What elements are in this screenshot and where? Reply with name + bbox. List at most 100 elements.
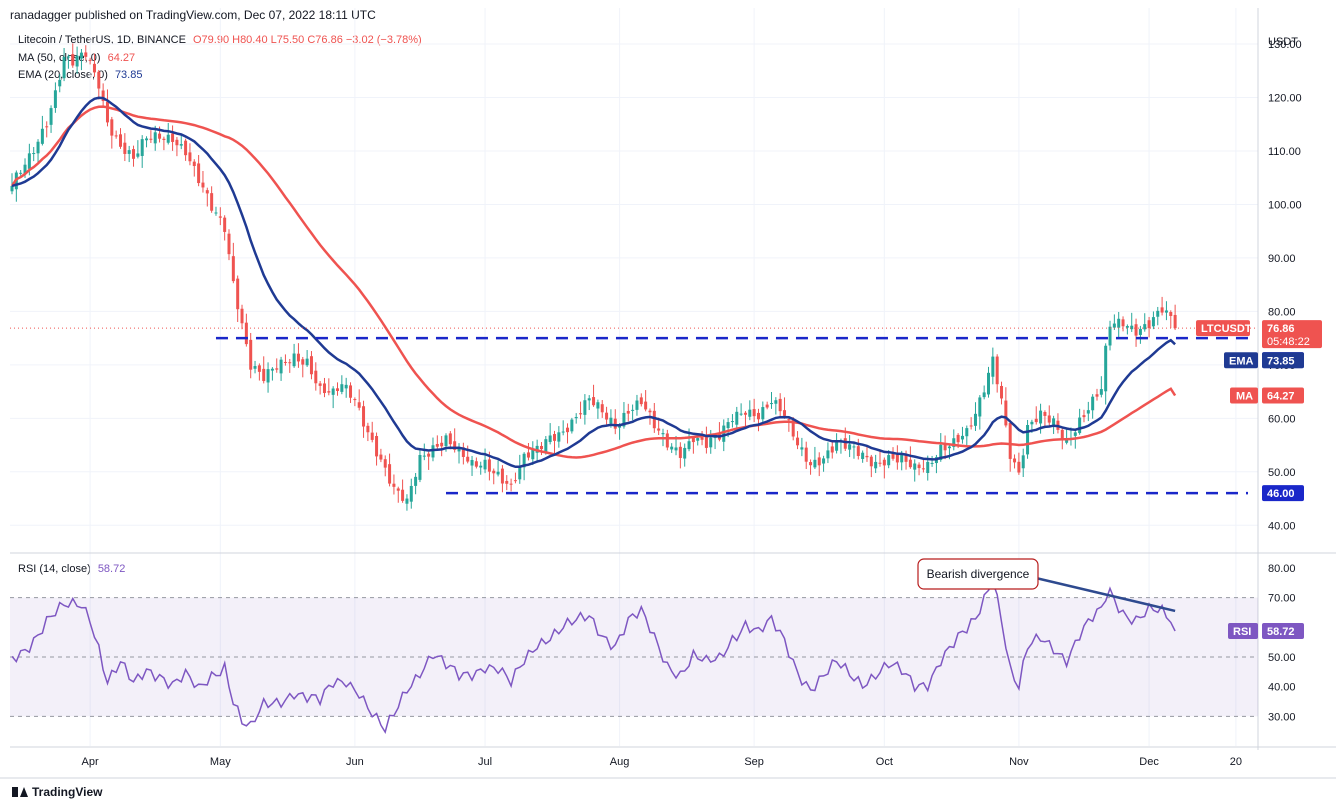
candle-body	[752, 409, 756, 417]
candle-body	[891, 453, 895, 459]
candle	[774, 397, 778, 415]
candle-body	[40, 128, 44, 144]
candle-body	[783, 410, 787, 416]
candle	[309, 351, 313, 380]
candle-body	[544, 439, 548, 452]
candle-body	[362, 406, 366, 427]
candle-body	[1147, 320, 1151, 329]
price-tick-label: 120.00	[1268, 93, 1302, 105]
candle-body	[1169, 312, 1173, 317]
candle-body	[1008, 423, 1012, 459]
candle	[965, 425, 969, 447]
candle-body	[145, 138, 149, 141]
legend-rsi-row[interactable]: RSI (14, close) 58.72	[18, 563, 125, 575]
legend-symbol[interactable]: Litecoin / TetherUS, 1D, BINANCE	[18, 34, 186, 46]
candle-body	[500, 468, 504, 484]
candle-body	[730, 421, 734, 423]
candle	[288, 358, 292, 373]
candle-body	[1108, 326, 1112, 346]
legend-ma-row[interactable]: MA (50, close, 0) 64.27	[18, 52, 135, 64]
candle-body	[223, 217, 227, 232]
axes: USDT 40.00 50.00 60.00 70.00 80.00 90.00 100.00…	[0, 8, 1336, 779]
level-tag-bg	[1262, 485, 1304, 502]
candle-body	[722, 425, 726, 442]
candle	[1043, 410, 1047, 426]
candle	[1160, 296, 1164, 316]
candle	[1104, 343, 1108, 405]
candle-body	[960, 435, 964, 440]
candle-body	[1104, 345, 1108, 392]
candle	[375, 432, 379, 466]
candle	[357, 389, 361, 411]
candle-body	[848, 444, 852, 450]
candle	[45, 121, 49, 138]
candle	[370, 421, 374, 443]
candle	[969, 417, 973, 430]
candle-body	[149, 138, 153, 140]
candle-body	[492, 470, 496, 474]
candle-body	[587, 398, 591, 401]
candle	[526, 443, 530, 461]
candle-body	[244, 322, 248, 345]
candle	[678, 442, 682, 469]
candle	[353, 397, 357, 407]
candle	[917, 462, 921, 476]
candle	[1134, 318, 1138, 347]
ma-value: 64.27	[1267, 390, 1295, 402]
candle-body	[904, 453, 908, 462]
candle-body	[66, 56, 70, 58]
candle-body	[526, 452, 530, 458]
candle	[952, 429, 956, 451]
candle	[492, 468, 496, 485]
candle-body	[375, 435, 379, 457]
candle-body	[153, 132, 157, 144]
candle	[114, 130, 118, 139]
candle-body	[435, 443, 439, 447]
candle	[657, 417, 661, 436]
candle-body	[1052, 418, 1056, 427]
candle-body	[826, 450, 830, 459]
candle-body	[132, 149, 136, 159]
time-tick-label: Dec	[1139, 756, 1159, 768]
candle	[704, 426, 708, 454]
candle	[184, 138, 188, 161]
price-chart[interactable]: USDT 40.00 50.00 60.00 70.00 80.00 90.00 100.00…	[0, 0, 1336, 780]
candle	[227, 229, 231, 261]
candle	[71, 43, 75, 68]
candles	[10, 43, 1177, 511]
tradingview-footer[interactable]: TradingView	[12, 785, 102, 799]
candle	[466, 445, 470, 464]
candle-body	[275, 368, 279, 370]
candle-body	[995, 356, 999, 385]
time-tick-label: May	[210, 756, 231, 768]
candle-body	[505, 480, 509, 484]
candle	[1047, 405, 1051, 426]
candle-body	[296, 353, 300, 362]
candle	[943, 435, 947, 460]
candle	[605, 406, 609, 427]
candle-body	[817, 457, 821, 466]
candle-body	[45, 126, 49, 128]
rsi-value: 58.72	[1267, 626, 1295, 638]
bearish-divergence-callout: Bearish divergence	[917, 558, 1039, 590]
candle-body	[622, 412, 626, 427]
candle-body	[327, 391, 331, 393]
candle	[1173, 304, 1177, 331]
candle	[856, 438, 860, 460]
candle	[92, 53, 96, 77]
candle-body	[10, 185, 14, 192]
candle-body	[1065, 439, 1069, 443]
candle	[813, 446, 817, 470]
rsi-tick-label: 70.00	[1268, 593, 1296, 605]
candle	[587, 395, 591, 411]
candle-body	[405, 498, 409, 504]
candle	[388, 453, 392, 487]
candle-body	[553, 434, 556, 441]
candle-body	[288, 362, 292, 364]
candle-body	[32, 153, 36, 155]
candle-body	[58, 79, 62, 87]
candle-body	[939, 444, 943, 460]
legend-rsi-label: RSI (14, close)	[18, 563, 91, 575]
candle	[700, 430, 704, 446]
rsi-tick-label: 40.00	[1268, 682, 1296, 694]
